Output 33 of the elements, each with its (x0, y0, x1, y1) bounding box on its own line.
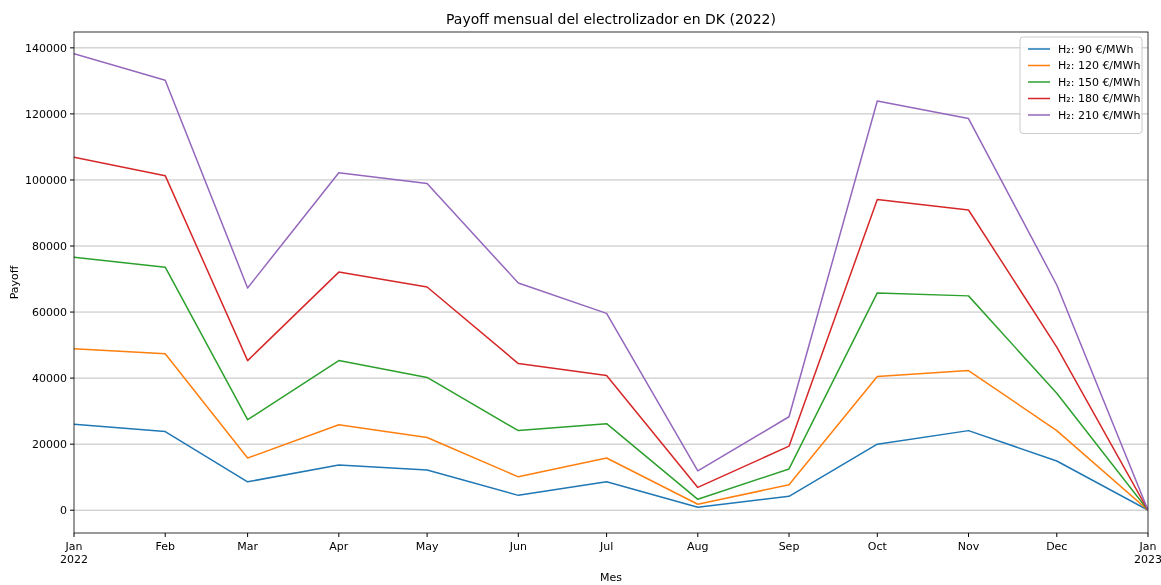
x-tick-label: Dec (1046, 540, 1068, 553)
x-tick-label: Jun (508, 540, 527, 553)
y-tick-label: 60000 (32, 305, 67, 319)
legend-label: H₂: 180 €/MWh (1058, 92, 1141, 106)
x-tick-label: Jul (598, 540, 614, 553)
x-tick-label: Feb (155, 540, 175, 553)
x-tick-label: Mar (237, 540, 259, 553)
x-tick-label: May (415, 540, 439, 553)
x-tick-label: Jan 2022 (60, 540, 88, 566)
x-tick-label: Nov (957, 540, 980, 553)
y-tick-label: 40000 (32, 371, 67, 385)
legend-label: H₂: 120 €/MWh (1058, 59, 1141, 73)
chart-title: Payoff mensual del electrolizador en DK (2022) (446, 11, 776, 27)
line-series (74, 347, 1148, 511)
x-tick-label: Jan 2023 (1134, 540, 1161, 566)
y-tick-label: 20000 (32, 438, 67, 452)
legend-label: H₂: 210 €/MWh (1058, 108, 1141, 122)
line-series (74, 423, 1148, 511)
x-axis-title: Mes (600, 571, 623, 584)
x-tick-label: Apr (329, 540, 349, 553)
y-axis-title: Payoff (8, 265, 21, 300)
y-tick-label: 80000 (32, 239, 67, 253)
legend-label: H₂: 150 €/MWh (1058, 75, 1141, 89)
y-tick-label: 120000 (25, 107, 67, 121)
x-tick-label: Sep (778, 540, 800, 553)
y-tick-label: 140000 (25, 41, 67, 55)
line-series (74, 256, 1148, 511)
legend-label: H₂: 90 €/MWh (1058, 42, 1134, 56)
line-series (74, 53, 1148, 511)
y-tick-label: 100000 (25, 173, 67, 187)
x-tick-label: Aug (687, 540, 709, 553)
x-tick-label: Oct (867, 540, 888, 553)
y-tick-label: 0 (60, 504, 67, 518)
